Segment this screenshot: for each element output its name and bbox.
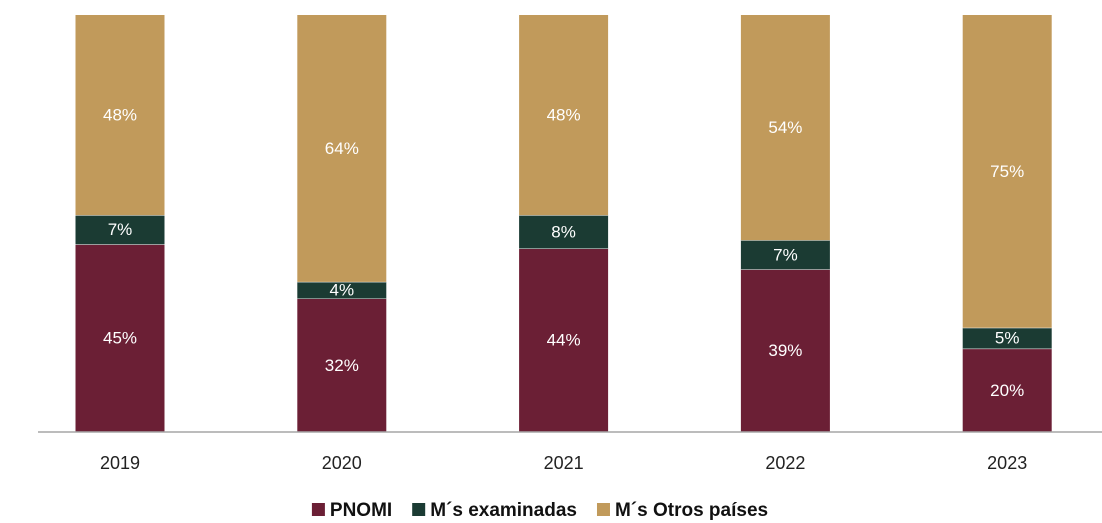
bar-segment <box>962 15 1052 328</box>
legend-swatch <box>412 503 426 516</box>
data-label: 44% <box>547 331 581 350</box>
legend-label: M´s Otros países <box>615 500 768 521</box>
bar-segment <box>297 281 387 299</box>
x-tick-label: 2023 <box>987 453 1027 473</box>
data-label: 7% <box>108 220 133 239</box>
x-tick-label: 2021 <box>544 453 584 473</box>
bar-segment <box>297 15 387 282</box>
data-label: 48% <box>103 106 137 125</box>
data-label: 54% <box>768 118 802 137</box>
bar-segment <box>297 298 387 432</box>
bar-segment <box>75 15 165 216</box>
data-label: 7% <box>773 245 798 264</box>
legend-swatch <box>311 503 325 516</box>
bar-segment <box>519 248 609 432</box>
bar-segment <box>75 244 165 432</box>
bar-segment <box>740 15 830 241</box>
data-label: 75% <box>990 162 1024 181</box>
bar-segment <box>519 215 609 249</box>
bar-segment <box>740 269 830 432</box>
legend-swatch <box>596 503 610 516</box>
bar-segment <box>740 240 830 270</box>
legend-label: PNOMI <box>330 500 392 521</box>
data-label: 8% <box>551 222 576 241</box>
x-tick-label: 2020 <box>322 453 362 473</box>
bar-segment <box>75 215 165 245</box>
data-label: 39% <box>768 341 802 360</box>
data-label: 45% <box>103 329 137 348</box>
data-label: 4% <box>330 281 355 300</box>
bar-segment <box>962 327 1052 349</box>
legend-label: M´s examinadas <box>430 500 577 521</box>
bar-segment <box>962 348 1052 432</box>
x-tick-label: 2022 <box>765 453 805 473</box>
data-label: 64% <box>325 139 359 158</box>
x-tick-label: 2019 <box>100 453 140 473</box>
legend: PNOMI M´s examinadas M´s Otros países <box>311 500 768 521</box>
data-label: 20% <box>990 381 1024 400</box>
data-label: 32% <box>325 356 359 375</box>
bar-segment <box>519 15 609 216</box>
data-label: 5% <box>995 329 1020 348</box>
data-label: 48% <box>547 106 581 125</box>
